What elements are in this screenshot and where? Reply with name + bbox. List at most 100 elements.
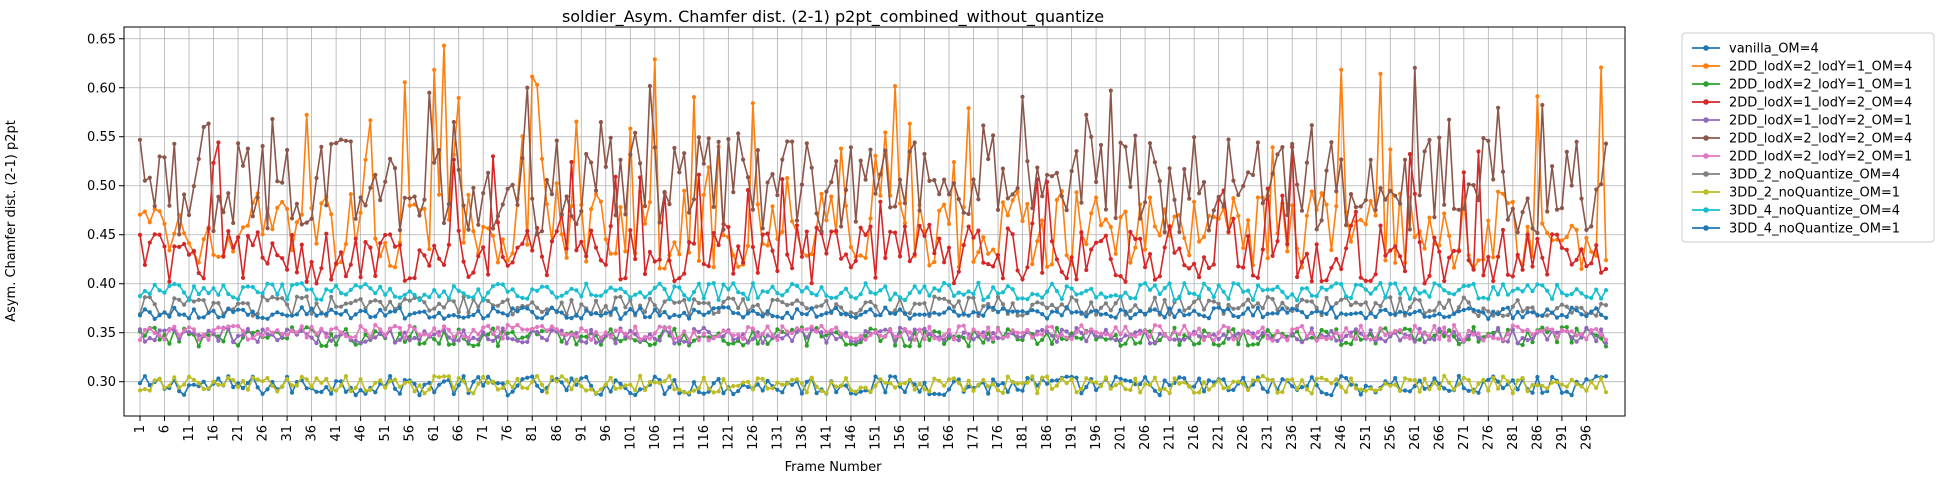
data-point: [907, 259, 912, 264]
data-point: [711, 311, 716, 316]
data-point: [1422, 246, 1427, 251]
data-point: [951, 309, 957, 314]
data-point: [775, 291, 780, 296]
data-point: [593, 245, 599, 250]
data-point: [343, 334, 348, 339]
data-point: [682, 293, 687, 298]
data-point: [1574, 257, 1579, 262]
data-point: [1187, 384, 1192, 389]
data-point: [1584, 388, 1589, 393]
data-point: [893, 385, 898, 390]
data-point: [809, 252, 814, 257]
data-point: [598, 335, 604, 340]
data-point: [1378, 326, 1383, 331]
data-point: [456, 288, 461, 293]
data-point: [638, 161, 643, 166]
data-point: [1437, 326, 1442, 331]
data-point: [1192, 308, 1197, 313]
data-point: [593, 311, 599, 316]
data-point: [721, 282, 726, 287]
data-point: [334, 283, 339, 288]
data-point: [446, 327, 451, 332]
data-point: [1559, 328, 1564, 333]
data-point: [873, 153, 878, 158]
x-tick-label: 21: [231, 425, 246, 442]
data-point: [451, 284, 456, 289]
data-point: [1000, 276, 1006, 281]
data-point: [1388, 248, 1393, 253]
data-point: [1138, 390, 1143, 395]
data-point: [1481, 273, 1486, 278]
data-point: [1427, 308, 1432, 313]
data-point: [1505, 332, 1510, 337]
data-point: [1569, 310, 1574, 315]
data-point: [260, 144, 265, 149]
legend-label: 3DD_2_noQuantize_OM=4: [1729, 168, 1900, 183]
data-point: [839, 290, 844, 296]
data-point: [1461, 206, 1466, 211]
data-point: [912, 387, 917, 392]
data-point: [1334, 204, 1339, 209]
data-point: [1084, 112, 1089, 117]
data-point: [1172, 376, 1177, 381]
data-point: [1015, 189, 1020, 194]
data-point: [1329, 393, 1334, 398]
data-point: [790, 382, 795, 387]
data-point: [1329, 140, 1334, 145]
data-point: [368, 245, 373, 250]
data-point: [741, 380, 746, 385]
data-point: [1437, 386, 1442, 391]
data-point: [530, 287, 535, 292]
data-point: [1594, 327, 1599, 332]
data-point: [1471, 325, 1476, 330]
data-point: [878, 338, 883, 344]
series-2: [137, 43, 1609, 271]
data-point: [741, 260, 746, 265]
data-point: [696, 281, 702, 286]
data-point: [731, 190, 736, 195]
data-point: [177, 283, 182, 288]
data-point: [1447, 328, 1452, 333]
data-point: [525, 375, 530, 380]
data-point: [407, 196, 412, 201]
data-point: [1564, 329, 1569, 334]
legend-label: 3DD_4_noQuantize_OM=4: [1729, 204, 1900, 219]
data-point: [1398, 296, 1403, 301]
data-point: [961, 311, 966, 316]
data-point: [868, 389, 873, 394]
data-point: [927, 324, 932, 329]
data-point: [1255, 301, 1260, 306]
x-tick-label: 156: [893, 425, 908, 450]
data-point: [1103, 332, 1108, 337]
data-point: [1584, 235, 1589, 241]
data-point: [1461, 307, 1466, 313]
data-point: [647, 336, 653, 341]
data-point: [1295, 298, 1300, 303]
data-point: [1074, 190, 1079, 195]
data-point: [780, 324, 785, 329]
data-point: [1157, 324, 1162, 329]
data-point: [652, 303, 657, 308]
data-point: [1348, 295, 1354, 301]
data-point: [657, 324, 662, 329]
data-point: [834, 228, 839, 233]
data-point: [147, 310, 152, 315]
data-point: [657, 220, 662, 225]
data-point: [314, 175, 319, 181]
data-point: [388, 374, 393, 379]
data-point: [437, 294, 442, 299]
data-point: [1079, 323, 1084, 328]
data-point: [299, 374, 304, 379]
data-point: [1432, 235, 1437, 240]
data-point: [476, 381, 481, 386]
data-point: [1152, 224, 1157, 229]
data-point: [564, 378, 569, 383]
data-point: [1118, 380, 1123, 386]
data-point: [520, 335, 525, 340]
data-point: [245, 284, 250, 289]
data-point: [971, 177, 976, 182]
data-point: [711, 390, 716, 395]
data-point: [1304, 286, 1309, 291]
data-point: [142, 307, 147, 312]
data-point: [304, 335, 309, 340]
